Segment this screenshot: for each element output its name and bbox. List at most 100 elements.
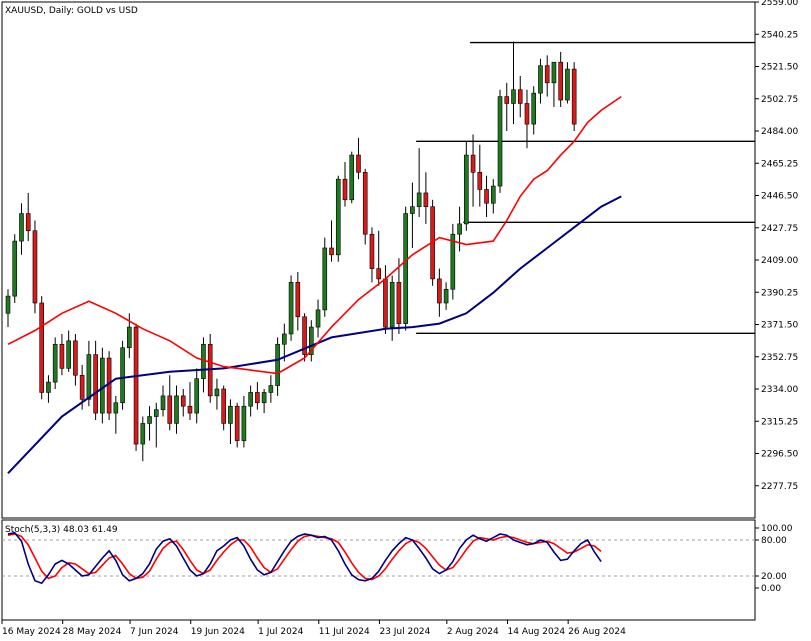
candle-bullish: [174, 395, 179, 424]
candle-bullish: [140, 423, 146, 445]
candle-bearish: [544, 65, 550, 84]
stochastic-signal-line: [7, 533, 602, 581]
candle-bearish: [369, 233, 375, 269]
candle-bullish: [5, 295, 11, 314]
stochastic-main-line: [7, 531, 602, 585]
candle-bearish: [25, 213, 31, 232]
time-tick-label: 1 Jul 2024: [258, 627, 303, 637]
time-tick-label: 26 Aug 2024: [568, 627, 626, 637]
price-tick-label: 2352.75: [761, 353, 798, 363]
candle-bullish: [389, 282, 395, 328]
price-tick-label: 2502.75: [761, 95, 798, 105]
candle-bullish: [19, 213, 24, 242]
candle-bearish: [383, 278, 388, 328]
price-tick-label: 2559.00: [761, 0, 798, 8]
candle-bearish: [255, 392, 260, 404]
price-tick-label: 2465.25: [761, 159, 798, 169]
price-pane[interactable]: XAUUSD, Daily: GOLD vs USD 2559.00 2540.2…: [1, 0, 798, 519]
candle-bullish: [403, 213, 408, 324]
price-tick-label: 2277.75: [761, 482, 798, 492]
price-tick-label: 2446.50: [761, 192, 798, 202]
candle-bullish: [100, 357, 105, 414]
candle-bullish: [410, 206, 415, 214]
price-tick-label: 2540.25: [761, 30, 798, 40]
time-axis-ticks: 16 May 2024 28 May 2024 7 Jun 2024 19 Jun 2…: [1, 620, 626, 637]
candle-bearish: [342, 178, 348, 201]
candle-bearish: [437, 278, 442, 304]
candle-bullish: [52, 343, 58, 383]
candle-bullish: [160, 395, 166, 410]
stochastic-tick-label: 0.00: [761, 584, 781, 594]
candle-bullish: [261, 392, 267, 404]
time-tick-label: 14 Aug 2024: [508, 627, 566, 637]
candle-bullish: [322, 247, 328, 311]
candle-bullish: [147, 416, 152, 424]
stochastic-axis-ticks: 100.00 80.00 20.00 0.00: [755, 524, 793, 594]
candle-bullish: [113, 402, 119, 414]
candle-bullish: [194, 378, 200, 414]
price-tick-label: 2484.00: [761, 127, 798, 137]
stochastic-tick-label: 100.00: [761, 524, 793, 534]
candle-bullish: [464, 154, 469, 225]
price-tick-label: 2390.25: [761, 288, 798, 298]
candle-bearish: [221, 388, 226, 424]
candle-bullish: [565, 68, 570, 101]
candle-bullish: [268, 385, 274, 393]
time-tick-label: 16 May 2024: [2, 627, 61, 637]
stochastic-pane[interactable]: Stoch(5,3,3) 48.03 61.49 100.00 80.00 20.0…: [1, 519, 793, 621]
candle-bearish: [187, 405, 193, 414]
price-tick-label: 2521.50: [761, 63, 798, 73]
candle-bearish: [73, 340, 78, 376]
candle-bearish: [32, 230, 38, 304]
stochastic-label: Stoch(5,3,3) 48.03 61.49: [5, 525, 118, 535]
candle-bullish: [201, 343, 206, 379]
chart-title: XAUUSD, Daily: GOLD vs USD: [5, 6, 138, 16]
moving-average-lines: [7, 95, 622, 474]
candle-bullish: [153, 409, 159, 417]
time-tick-label: 11 Jul 2024: [319, 627, 370, 637]
candle-bearish: [571, 68, 577, 125]
price-tick-label: 2334.00: [761, 385, 798, 395]
candle-bearish: [79, 374, 85, 400]
candle-bearish: [524, 103, 530, 125]
candle-bullish: [127, 326, 132, 349]
price-axis-ticks: 2559.00 2540.25 2521.50 2502.75 2484.00 2465.…: [755, 0, 798, 492]
candle-bullish: [450, 233, 456, 290]
time-tick-label: 23 Jul 2024: [379, 627, 430, 637]
candle-bullish: [511, 89, 516, 104]
time-tick-label: 7 Jun 2024: [130, 627, 179, 637]
candle-bullish: [416, 192, 422, 207]
candle-bearish: [39, 302, 45, 393]
candle-bullish: [551, 61, 557, 84]
candle-bullish: [12, 240, 18, 297]
stochastic-lines: [7, 531, 602, 585]
time-tick-label: 2 Aug 2024: [447, 627, 499, 637]
price-tick-label: 2315.25: [761, 417, 798, 427]
price-tick-label: 2427.75: [761, 224, 798, 234]
candle-bearish: [329, 247, 334, 256]
candle-bearish: [302, 316, 307, 355]
candle-bullish: [241, 405, 247, 441]
candle-bearish: [133, 326, 139, 445]
candle-bearish: [234, 405, 240, 441]
candle-bearish: [558, 61, 563, 101]
candle-bullish: [457, 223, 462, 235]
candle-bearish: [484, 189, 489, 204]
candle-bullish: [248, 392, 253, 407]
candle-bearish: [477, 171, 483, 190]
candle-bullish: [497, 96, 503, 187]
candle-bullish: [228, 405, 233, 424]
candle-bullish: [86, 354, 92, 400]
candle-bullish: [308, 326, 314, 355]
candle-bearish: [423, 192, 429, 207]
ma-slow-line: [7, 195, 622, 474]
time-tick-label: 19 Jun 2024: [191, 627, 245, 637]
candle-bullish: [349, 154, 355, 201]
candle-bullish: [275, 343, 280, 386]
price-tick-label: 2371.50: [761, 321, 798, 331]
candle-bearish: [59, 343, 65, 369]
price-tick-label: 2296.50: [761, 450, 798, 460]
candle-bullish: [315, 309, 321, 328]
price-tick-label: 2409.00: [761, 256, 798, 266]
